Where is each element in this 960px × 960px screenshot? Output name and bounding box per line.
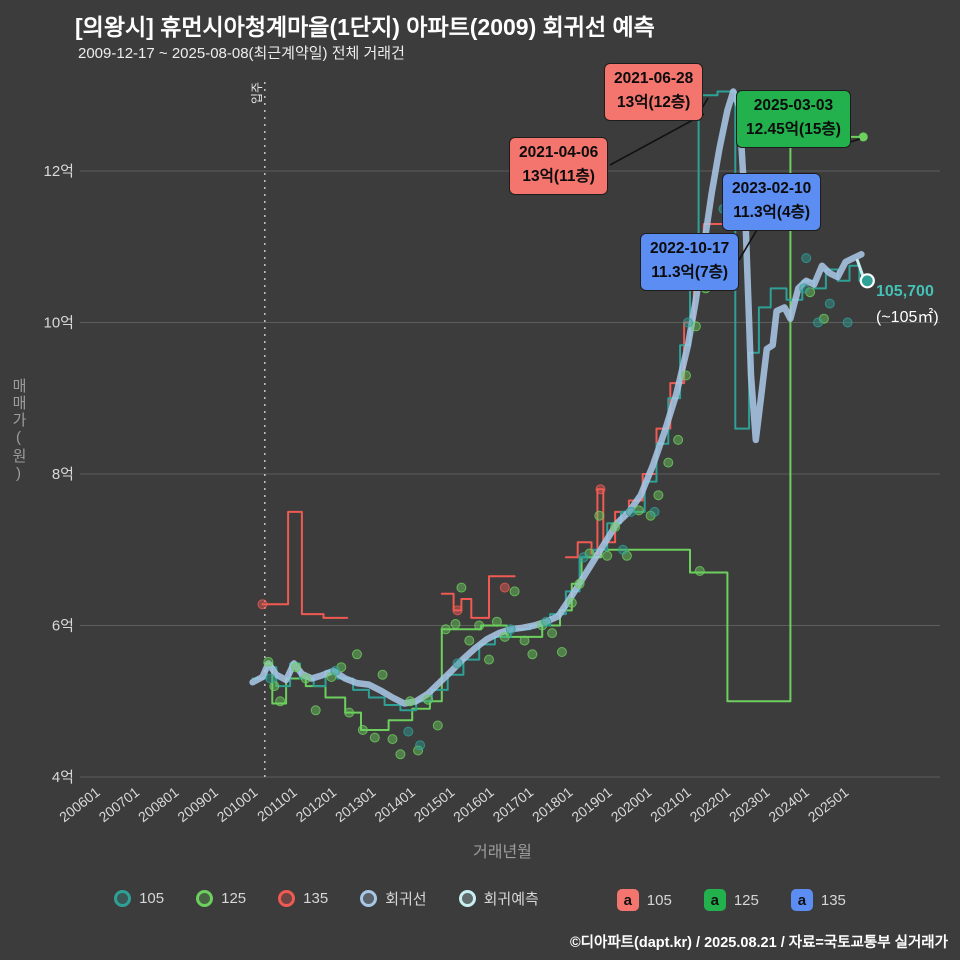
x-tick-label: 201201 <box>293 784 340 826</box>
x-tick-label: 201001 <box>214 784 261 826</box>
prediction-point <box>859 273 875 289</box>
legend-annotation-item-125[interactable]: a 125 <box>703 889 759 911</box>
legend-label-105: 105 <box>139 890 165 907</box>
legend-item-105[interactable]: 105 <box>114 890 164 907</box>
scatter-points <box>257 203 853 760</box>
series-lines <box>249 88 875 731</box>
x-tick-label: 202301 <box>726 784 773 826</box>
legend-label-135: 135 <box>303 890 329 907</box>
legend-marker-135 <box>278 890 296 907</box>
legend-annotation-group: a 105 a 125 a 135 <box>601 889 862 911</box>
legend-label-회귀선: 회귀선 <box>385 891 427 908</box>
x-tick-label: 202501 <box>805 784 852 826</box>
x-axis-title: 거래년월 <box>473 844 532 861</box>
x-tick-label: 202101 <box>647 784 694 826</box>
y-tick-label: 8억 <box>52 466 74 483</box>
legend-item-회귀예측[interactable]: 회귀예측 <box>458 888 539 909</box>
x-tick-label: 201501 <box>411 784 458 826</box>
x-tick-label: 200701 <box>96 784 143 826</box>
page-subtitle: 2009-12-17 ~ 2025-08-08(최근계약일) 전체 거래건 <box>78 45 405 62</box>
legend-annotation-item-135[interactable]: a 135 <box>790 889 846 911</box>
page-title: [의왕시] 휴먼시아청계마을(1단지) 아파트(2009) 회귀선 예측 <box>75 14 655 40</box>
y-gridlines: 4억 6억 8억 10억 12억 <box>44 163 940 786</box>
x-tick-label: 202201 <box>687 784 734 826</box>
legend-annotation-label-135: 135 <box>820 891 846 909</box>
annotation-badge-105: a <box>616 889 639 911</box>
y-tick-label: 6억 <box>52 618 74 635</box>
x-axis-ticks: 2006012007012008012009012010012011012012… <box>56 784 851 826</box>
x-tick-label: 202401 <box>765 784 812 826</box>
chart-legend: 105 125 135 회귀선 회귀예측 a 105 a 125 a 135 <box>0 888 960 912</box>
prediction-area-label: (~105㎡) <box>876 308 939 326</box>
x-tick-label: 201801 <box>529 784 576 826</box>
credit-line: ©디아파트(dapt.kr) / 2025.08.21 / 자료=국토교통부 실… <box>569 935 948 951</box>
series-회귀선-line <box>249 88 865 707</box>
legend-marker-105 <box>114 890 132 907</box>
legend-annotation-label-125: 125 <box>733 891 759 909</box>
move-in-label: 입주 <box>250 82 264 104</box>
legend-series-group: 105 125 135 회귀선 회귀예측 <box>98 888 555 912</box>
y-tick-label: 10억 <box>44 315 75 332</box>
x-tick-label: 201101 <box>254 784 300 825</box>
x-tick-label: 201901 <box>568 784 615 826</box>
x-tick-label: 201601 <box>450 784 497 826</box>
legend-label-회귀예측: 회귀예측 <box>483 891 539 908</box>
legend-item-125[interactable]: 125 <box>196 890 246 907</box>
annotation-badge-125: a <box>703 889 726 911</box>
legend-marker-125 <box>196 890 214 907</box>
x-tick-label: 202001 <box>608 784 655 826</box>
series-135-line <box>261 219 791 619</box>
legend-annotation-item-105[interactable]: a 105 <box>616 889 672 911</box>
y-tick-label: 4억 <box>52 769 74 786</box>
prediction-value-label: 105,700 <box>876 283 934 300</box>
legend-label-125: 125 <box>221 890 247 907</box>
x-tick-label: 200601 <box>56 784 103 826</box>
x-tick-label: 200801 <box>135 784 182 826</box>
x-tick-label: 201301 <box>332 784 379 826</box>
x-tick-label: 200901 <box>174 784 221 826</box>
scatter-125 <box>263 283 829 760</box>
legend-item-135[interactable]: 135 <box>278 890 328 907</box>
annotation-badge-135: a <box>790 889 813 911</box>
y-tick-label: 12억 <box>44 163 75 180</box>
legend-marker-회귀선 <box>360 890 378 907</box>
legend-item-회귀선[interactable]: 회귀선 <box>360 888 427 909</box>
y-axis-title: 매매가(원) <box>10 378 27 484</box>
legend-marker-회귀예측 <box>458 890 476 907</box>
x-tick-label: 201401 <box>371 784 418 826</box>
series-125-end-marker <box>858 132 868 142</box>
legend-annotation-label-105: 105 <box>646 891 672 909</box>
scatter-105 <box>265 203 853 751</box>
x-tick-label: 201701 <box>490 784 537 826</box>
